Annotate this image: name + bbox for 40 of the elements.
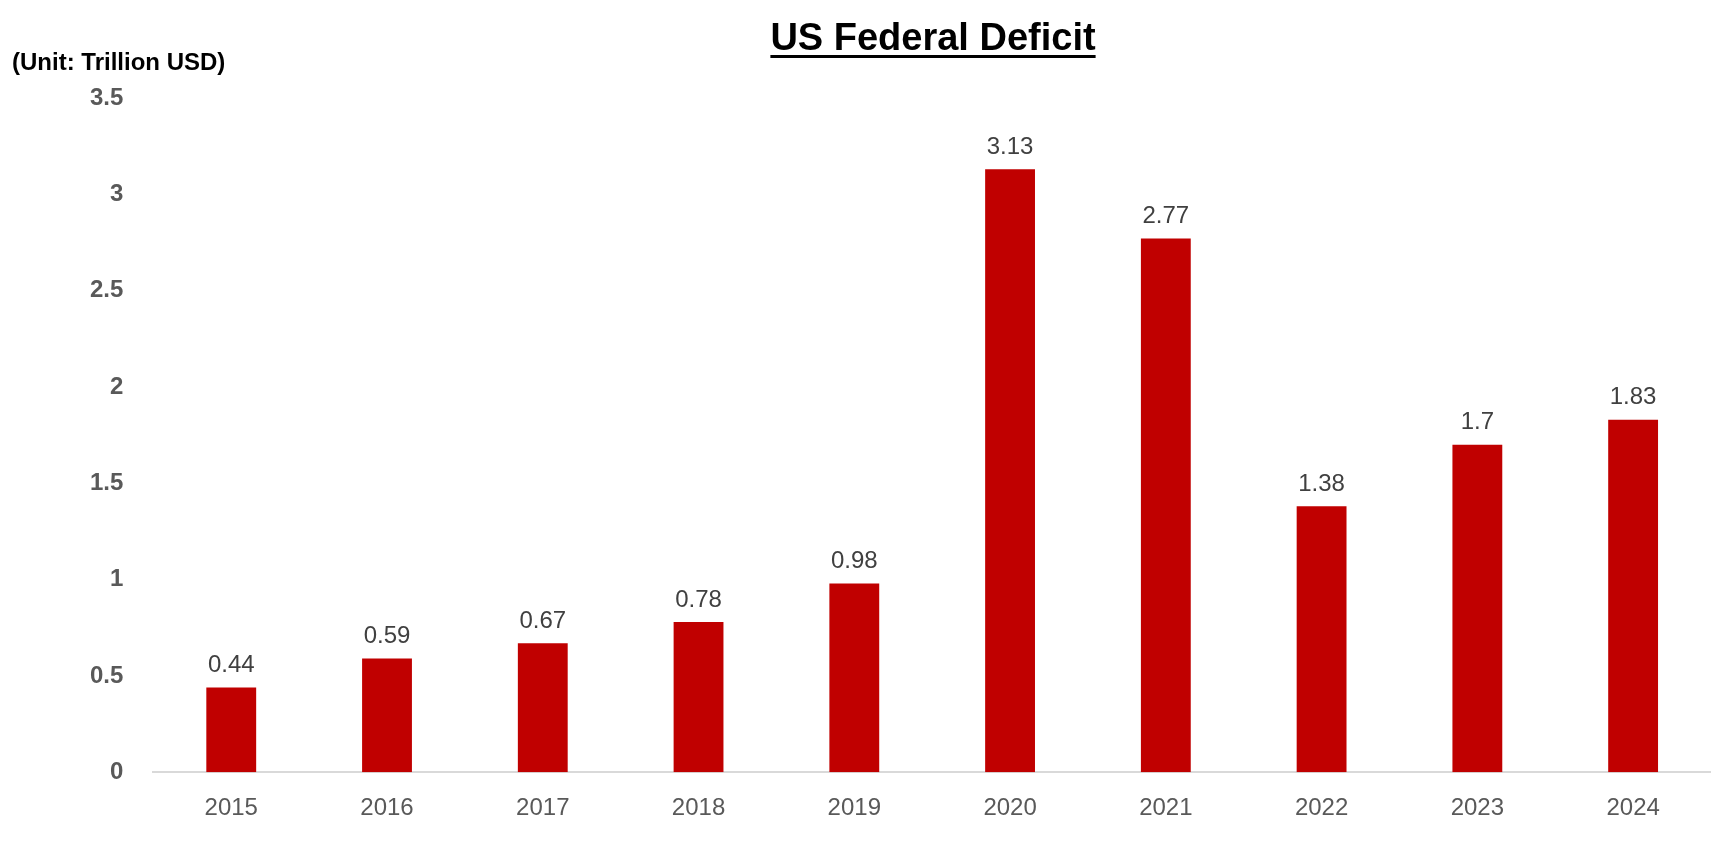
data-label: 1.83 bbox=[1609, 382, 1657, 410]
chart-title: US Federal Deficit bbox=[770, 16, 1096, 58]
bar bbox=[673, 621, 724, 773]
bar bbox=[206, 687, 257, 773]
y-tick-label: 3.5 bbox=[89, 82, 124, 110]
y-tick-label: 2 bbox=[110, 371, 124, 399]
x-tick-label: 2015 bbox=[204, 793, 258, 821]
x-tick-label: 2022 bbox=[1294, 793, 1349, 821]
x-tick-label: 2017 bbox=[516, 793, 570, 821]
y-tick-label: 3 bbox=[110, 178, 124, 206]
data-label: 1.7 bbox=[1460, 407, 1495, 435]
y-axis-title: (Unit: Trillion USD) bbox=[12, 48, 226, 75]
x-tick-label: 2021 bbox=[1139, 793, 1193, 821]
bar bbox=[1296, 506, 1347, 773]
bar bbox=[1140, 238, 1191, 773]
y-tick-label: 1.5 bbox=[89, 467, 124, 495]
y-tick-label: 1 bbox=[110, 564, 124, 592]
bar bbox=[829, 583, 880, 773]
y-tick-label: 0 bbox=[110, 756, 124, 784]
y-tick-label: 2.5 bbox=[89, 275, 124, 303]
x-tick-label: 2019 bbox=[827, 793, 881, 821]
data-label: 0.59 bbox=[363, 621, 411, 649]
x-tick-label: 2024 bbox=[1606, 793, 1660, 821]
x-tick-label: 2016 bbox=[360, 793, 414, 821]
bar bbox=[985, 169, 1035, 773]
data-label: 0.78 bbox=[675, 584, 722, 612]
data-label: 0.98 bbox=[830, 546, 878, 574]
data-label: 0.44 bbox=[207, 650, 255, 678]
x-tick-label: 2023 bbox=[1450, 793, 1505, 821]
data-label: 3.13 bbox=[986, 131, 1034, 159]
bar bbox=[362, 658, 412, 773]
data-label: 1.38 bbox=[1298, 469, 1345, 496]
data-label: 2.77 bbox=[1142, 201, 1190, 229]
x-tick-label: 2018 bbox=[671, 793, 726, 821]
bar bbox=[1608, 419, 1659, 773]
data-label: 0.67 bbox=[519, 605, 567, 633]
y-tick-label: 0.5 bbox=[89, 660, 124, 688]
bar bbox=[517, 643, 568, 773]
x-tick-label: 2020 bbox=[983, 793, 1037, 821]
bar bbox=[1452, 444, 1503, 773]
